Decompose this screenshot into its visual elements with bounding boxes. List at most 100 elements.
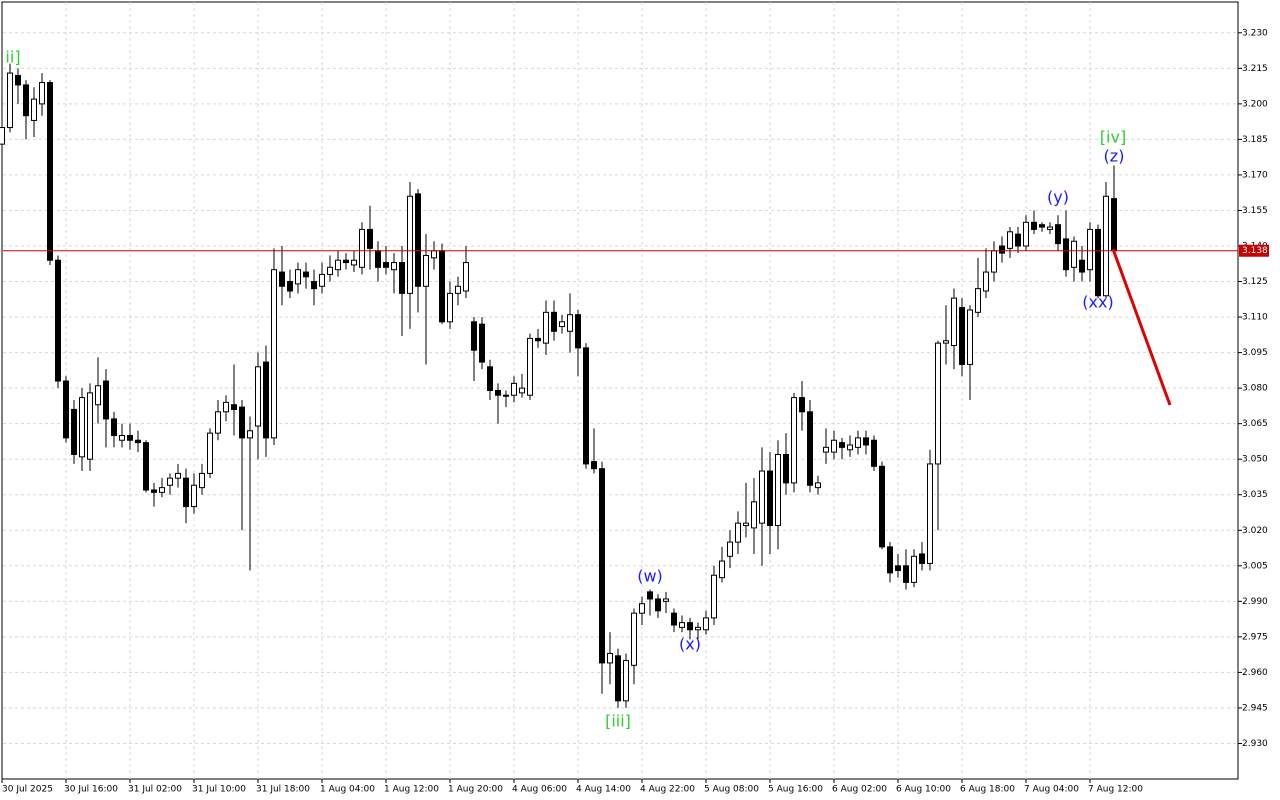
candle-body [1087, 228, 1093, 271]
candle-body [711, 574, 717, 619]
candle-body [471, 321, 477, 351]
y-tick-label: 3.020 [1242, 526, 1268, 536]
candle-body [727, 541, 733, 557]
y-tick-label: 3.050 [1242, 455, 1268, 465]
candle-body [407, 195, 413, 294]
y-tick-label: 2.990 [1242, 597, 1268, 607]
x-tick-label: 1 Aug 20:00 [448, 785, 503, 795]
y-tick-label: 2.945 [1242, 703, 1268, 713]
candle-body [1039, 224, 1045, 228]
candle-body [79, 397, 85, 458]
candle-body [159, 487, 165, 493]
candle-body [31, 98, 37, 121]
candle-body [343, 259, 349, 264]
candle-body [111, 418, 117, 437]
forecast-line [1111, 248, 1172, 406]
y-tick-label: 3.065 [1242, 419, 1268, 429]
wave-label: (w) [637, 567, 663, 586]
candle-body [719, 560, 725, 579]
wave-label: [iv] [1100, 128, 1126, 147]
candle-body [687, 622, 693, 631]
y-tick-label: 2.975 [1242, 632, 1268, 642]
candle-body [119, 435, 125, 441]
candle-body [479, 323, 485, 363]
candle-body [127, 435, 133, 441]
candle-body [695, 626, 701, 631]
y-tick-label: 3.005 [1242, 561, 1268, 571]
current-price-label: 3.138 [1242, 246, 1268, 256]
candle-body [455, 285, 461, 294]
candle-body [583, 347, 589, 465]
candle-body [239, 406, 245, 439]
candle-body [551, 311, 557, 332]
candle-body [223, 401, 229, 413]
candle-body [255, 366, 261, 427]
x-tick-label: 30 Jul 2025 [2, 785, 53, 795]
wave-label: (y) [1047, 188, 1069, 207]
y-tick-label: 3.155 [1242, 206, 1268, 216]
candle-body [999, 245, 1005, 254]
candle-body [927, 463, 933, 564]
candle-body [399, 262, 405, 294]
candle-body [647, 591, 653, 600]
candle-body [191, 484, 197, 508]
candle-body [655, 598, 661, 612]
candle-body [1007, 231, 1013, 249]
candle-body [575, 314, 581, 349]
x-tick-label: 5 Aug 16:00 [768, 785, 823, 795]
candle-body [895, 565, 901, 572]
candle-body [359, 228, 365, 268]
y-tick-label: 3.185 [1242, 135, 1268, 145]
y-tick-label: 3.170 [1242, 170, 1268, 180]
candle-body [1055, 224, 1061, 245]
candle-body [495, 390, 501, 396]
candle-body [0, 127, 5, 145]
x-tick-label: 31 Jul 10:00 [192, 785, 246, 795]
candle-body [959, 307, 965, 365]
candle-body [95, 385, 101, 406]
candle-body [375, 250, 381, 268]
candle-body [103, 380, 109, 420]
candle-body [943, 340, 949, 344]
candle-body [679, 622, 685, 628]
y-tick-label: 3.200 [1242, 99, 1268, 109]
candle-body [335, 259, 341, 271]
y-tick-label: 3.230 [1242, 28, 1268, 38]
x-tick-label: 6 Aug 18:00 [960, 785, 1015, 795]
candle-body [815, 482, 821, 489]
labels: 3.2303.2153.2003.1853.1703.1553.1403.125… [1, 28, 1269, 795]
candle-body [271, 269, 277, 439]
candle-body [415, 193, 421, 287]
wave-label: (xx) [1082, 293, 1113, 312]
candle-body [527, 337, 533, 396]
candle-body [279, 271, 285, 287]
candle-body [735, 522, 741, 543]
candle-body [823, 446, 829, 453]
candle-body [71, 408, 77, 455]
x-tick-label: 1 Aug 04:00 [320, 785, 375, 795]
x-tick-label: 1 Aug 12:00 [384, 785, 439, 795]
candle-body [951, 297, 957, 346]
candle-body [207, 432, 213, 474]
candle-body [639, 603, 645, 614]
candle-body [7, 72, 13, 129]
candle-body [55, 259, 61, 382]
y-tick-label: 3.095 [1242, 348, 1268, 358]
candle-body [983, 271, 989, 292]
candle-body [215, 411, 221, 434]
candle-body [1063, 238, 1069, 271]
candle-body [559, 321, 565, 328]
candle-body [855, 437, 861, 448]
candle-body [383, 262, 389, 268]
candle-body [423, 254, 429, 287]
candle-body [1071, 240, 1077, 268]
candle-body [919, 553, 925, 564]
wave-label: (x) [679, 635, 701, 654]
candle-body [295, 269, 301, 285]
candle-body [863, 437, 869, 446]
candle-body [183, 477, 189, 508]
y-tick-label: 3.035 [1242, 490, 1268, 500]
candle-body [631, 612, 637, 666]
candle-body [519, 387, 525, 394]
